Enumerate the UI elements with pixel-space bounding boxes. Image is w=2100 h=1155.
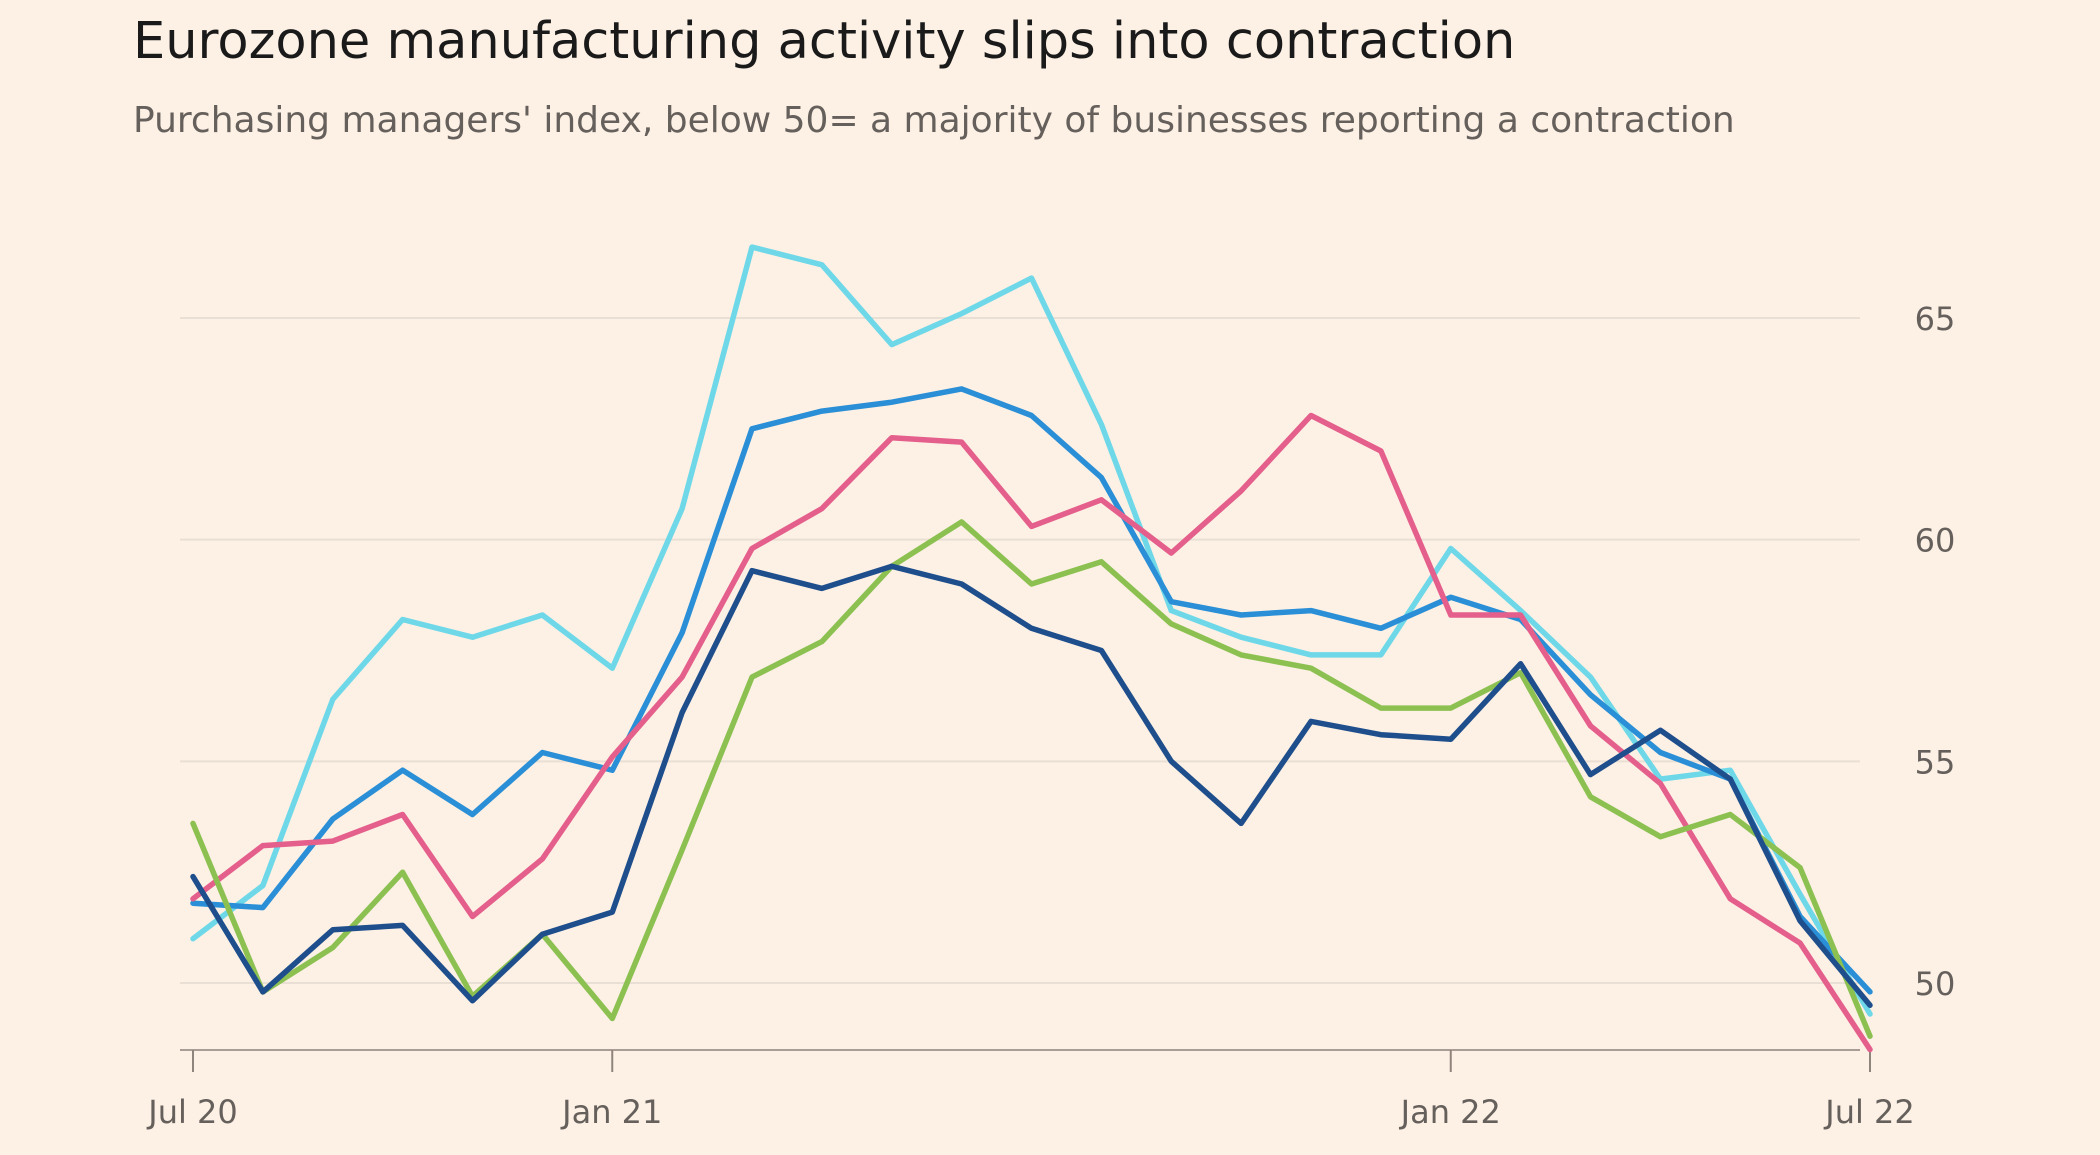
series-dark-blue <box>190 563 1873 1008</box>
series-light-blue <box>190 244 1873 1017</box>
y-axis-labels: 50 55 60 65 <box>1915 300 1956 1003</box>
x-tick-label: Jan 21 <box>560 1093 662 1131</box>
x-tick-label: Jul 20 <box>146 1093 238 1131</box>
x-tick-label: Jan 22 <box>1399 1093 1501 1131</box>
series-mid-blue <box>190 386 1873 995</box>
chart-title: Eurozone manufacturing activity slips in… <box>133 12 1516 71</box>
series-lines <box>190 244 1873 1053</box>
y-tick-label: 55 <box>1915 743 1956 781</box>
x-tick-label: Jul 22 <box>1823 1093 1915 1131</box>
y-tick-label: 50 <box>1915 965 1956 1003</box>
x-axis-ticks <box>192 1050 1871 1072</box>
chart-subtitle: Purchasing managers' index, below 50= a … <box>133 100 1735 141</box>
y-tick-label: 60 <box>1915 522 1956 560</box>
y-tick-label: 65 <box>1915 300 1956 338</box>
gridlines <box>180 317 1860 984</box>
series-green <box>190 519 1873 1039</box>
series-pink <box>190 412 1873 1053</box>
x-axis-labels: Jul 20 Jan 21 Jan 22 Jul 22 <box>146 1093 1915 1131</box>
